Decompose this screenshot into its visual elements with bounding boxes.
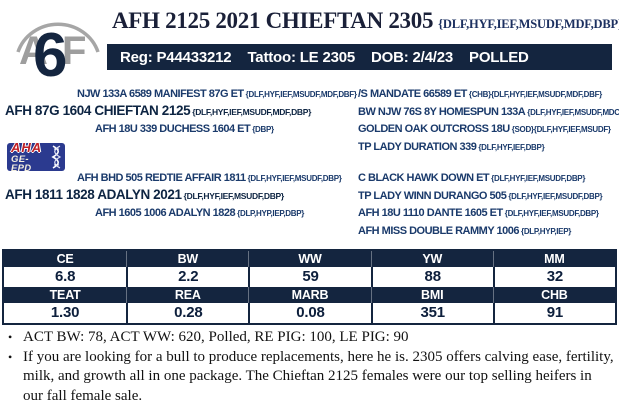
ancestor-line: GOLDEN OAK OUTCROSS 18U {SOD}{DLF,HYF,IEF… xyxy=(358,119,619,137)
epd-value-mm: 32 xyxy=(492,267,615,287)
dam-grandsire-line: AFH BHD 505 REDTIE AFFAIR 1811 {DLF,HYF,I… xyxy=(5,168,342,186)
ancestor-name: BW NJW 76S 8Y HOMESPUN 133A xyxy=(358,105,526,118)
sire-granddam-line: AFH 18U 339 DUCHESS 1604 ET {DBP} xyxy=(5,119,357,137)
ancestor-line: AFH 18U 1110 DANTE 1605 ET {DLF,HYF,IEF,M… xyxy=(358,203,602,221)
tattoo: Tattoo: LE 2305 xyxy=(247,48,356,66)
epd-table: CE BW WW YW MM 6.8 2.2 59 88 32 TEAT REA… xyxy=(2,249,617,325)
ancestor-name: AFH 1605 1006 ADALYN 1828 xyxy=(95,207,236,219)
ancestor-line: AFH MISS DOUBLE RAMMY 1006 {DLP,HYP,IEP} xyxy=(358,221,602,239)
brand-letter-f: F xyxy=(62,29,86,73)
sire-grandsire-line: NJW 133A 6589 MANIFEST 87G ET {DLF,HYF,IE… xyxy=(5,84,357,102)
brand-arc-icon: A F 6 xyxy=(16,21,100,90)
trait-codes: {DLF,HYF,IEF,MSUDF,MDF,DBP} xyxy=(192,106,312,117)
ancestor-name: TP LADY DURATION 339 xyxy=(358,140,477,153)
trait-codes: {DLP,HYP,IEP} xyxy=(521,226,572,236)
trait-codes: {DLF,HYF,IEF,DBP} xyxy=(478,142,545,152)
note-sale-comment: • If you are looking for a bull to produ… xyxy=(8,348,614,407)
ancestor-name: NJW 133A 6589 MANIFEST 87G ET xyxy=(77,88,244,100)
sire-ancestors-block: /S MANDATE 66589 ET {CHB}{DLF,HYF,IEF,MSU… xyxy=(358,84,619,154)
aha-ge-epd-logo-text: AHA GE-EPD xyxy=(11,141,49,174)
epd-value-ce: 6.8 xyxy=(54,268,76,285)
reg-number: Reg: P44433212 xyxy=(120,48,232,66)
sire-pedigree-block: NJW 133A 6589 MANIFEST 87G ET {DLF,HYF,IE… xyxy=(5,84,357,137)
epd-value-bmi: 351 xyxy=(370,303,493,323)
animal-name-title: AFH 2125 2021 CHIEFTAN 2305 xyxy=(112,8,434,33)
ancestor-name: /S MANDATE 66589 ET xyxy=(358,88,467,100)
epd-header-ce: CE xyxy=(56,252,74,266)
dam-granddam-line: AFH 1605 1006 ADALYN 1828 {DLP,HYP,IEP,DB… xyxy=(5,203,342,221)
lot-number: 6 xyxy=(33,21,67,80)
polled-flag: POLLED xyxy=(469,48,529,66)
epd-value-bw: 2.2 xyxy=(126,267,248,287)
ancestor-line: /S MANDATE 66589 ET {CHB}{DLF,HYF,IEF,MSU… xyxy=(358,84,619,102)
epd-header-rea: REA xyxy=(126,287,248,303)
trait-codes: {SOD}{DLF,HYF,IEF,MSUDF} xyxy=(511,125,611,134)
epd-value-teat: 1.30 xyxy=(50,304,80,321)
epd-value-row-1: 6.8 2.2 59 88 32 xyxy=(4,267,615,287)
bullet-icon: • xyxy=(8,330,13,344)
epd-header-bmi: BMI xyxy=(370,287,493,303)
epd-header-ww: WW xyxy=(248,251,370,267)
epd-value-yw: 88 xyxy=(370,267,493,287)
dam-ancestors-block: C BLACK HAWK DOWN ET {DLF,HYF,IEF,MSUDF,D… xyxy=(358,168,603,239)
trait-codes: {DLP,HYP,IEP,DBP} xyxy=(237,209,305,218)
trait-codes: {DLF,HYF,IEF,MSUDF,DBP} xyxy=(504,209,599,218)
trait-codes: {DLF,HYF,IEF,MSUDF,DBP} xyxy=(508,191,603,201)
ancestor-name: GOLDEN OAK OUTCROSS 18U xyxy=(358,123,510,135)
trait-codes: {DBP} xyxy=(252,125,274,134)
ranch-brand-lot-logo: A F 6 xyxy=(6,2,108,90)
note-performance-data: • ACT BW: 78, ACT WW: 620, Polled, RE PI… xyxy=(8,328,614,348)
trait-codes: {DLF,HYF,IEF,MSUDF,MDF,DBF} xyxy=(245,90,357,99)
lot-notes: • ACT BW: 78, ACT WW: 620, Polled, RE PI… xyxy=(8,328,614,406)
trait-codes: {DLF,HYF,IEF,MSUDF,MDC} xyxy=(527,107,619,117)
epd-value-rea: 0.28 xyxy=(126,303,248,323)
note-text: ACT BW: 78, ACT WW: 620, Polled, RE PIG:… xyxy=(23,329,409,345)
trait-codes: {DLF,HYF,IEF,MSUDF,DBP} xyxy=(247,174,342,183)
animal-title-trait-codes: {DLF,HYF,IEF,MSUDF,MDF,DBP} xyxy=(438,17,619,31)
trait-codes: {CHB}{DLF,HYF,IEF,MSUDF,MDF,DBF} xyxy=(468,90,602,99)
dam-pedigree-block: AFH BHD 505 REDTIE AFFAIR 1811 {DLF,HYF,I… xyxy=(5,168,342,221)
ancestor-line: TP LADY DURATION 339 {DLF,HYF,IEF,DBP} xyxy=(358,137,619,155)
trait-codes: {DLF,HYF,IEF,MSUDF,DBP} xyxy=(183,190,285,201)
epd-header-row-1: CE BW WW YW MM xyxy=(4,251,615,267)
dna-helix-icon xyxy=(51,145,62,169)
epd-header-row-2: TEAT REA MARB BMI CHB xyxy=(4,287,615,303)
epd-header-mm: MM xyxy=(492,251,615,267)
aha-ge-epd-logo: AHA GE-EPD xyxy=(7,141,65,174)
epd-header-chb: CHB xyxy=(492,287,615,303)
dam-name: AFH 1811 1828 ADALYN 2021 xyxy=(5,186,182,202)
ancestor-line: TP LADY WINN DURANGO 505 {DLF,HYF,IEF,MSU… xyxy=(358,186,603,204)
bullet-icon: • xyxy=(8,349,13,364)
epd-value-marb: 0.08 xyxy=(248,303,370,323)
epd-header-teat: TEAT xyxy=(49,288,81,302)
dob: DOB: 2/4/23 xyxy=(371,48,454,66)
sire-line: AFH 87G 1604 CHIEFTAN 2125 {DLF,HYF,IEF,M… xyxy=(5,102,357,120)
ancestor-name: C BLACK HAWK DOWN ET xyxy=(358,172,490,184)
ancestor-name: AFH MISS DOUBLE RAMMY 1006 xyxy=(358,224,520,237)
ancestor-name: AFH 18U 339 DUCHESS 1604 ET xyxy=(95,123,251,135)
epd-header-marb: MARB xyxy=(248,287,370,303)
dam-line: AFH 1811 1828 ADALYN 2021 {DLF,HYF,IEF,MS… xyxy=(5,186,342,204)
registration-bar: Reg: P44433212 Tattoo: LE 2305 DOB: 2/4/… xyxy=(107,44,612,70)
animal-title-row: AFH 2125 2021 CHIEFTAN 2305 {DLF,HYF,IEF,… xyxy=(112,8,619,34)
ancestor-line: BW NJW 76S 8Y HOMESPUN 133A {DLF,HYF,IEF,… xyxy=(358,102,619,120)
aha-logo-line2: GE-EPD xyxy=(11,153,32,174)
brand-letter-a: A xyxy=(19,29,48,73)
note-text: If you are looking for a bull to produce… xyxy=(23,348,614,404)
ancestor-name: TP LADY WINN DURANGO 505 xyxy=(358,189,507,202)
aha-logo-line1: AHA xyxy=(11,139,43,155)
ancestor-name: AFH 18U 1110 DANTE 1605 ET xyxy=(358,207,503,219)
epd-value-row-2: 1.30 0.28 0.08 351 91 xyxy=(4,303,615,323)
ancestor-line: C BLACK HAWK DOWN ET {DLF,HYF,IEF,MSUDF,D… xyxy=(358,168,602,186)
epd-header-yw: YW xyxy=(370,251,493,267)
ancestor-name: AFH BHD 505 REDTIE AFFAIR 1811 xyxy=(77,172,246,184)
epd-header-bw: BW xyxy=(126,251,248,267)
epd-value-chb: 91 xyxy=(492,303,615,323)
sire-name: AFH 87G 1604 CHIEFTAN 2125 xyxy=(5,102,191,118)
epd-value-ww: 59 xyxy=(248,267,370,287)
trait-codes: {DLF,HYF,IEF,MSUDF,DBP} xyxy=(491,174,586,183)
